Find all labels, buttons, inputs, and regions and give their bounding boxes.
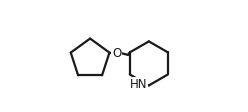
Text: O: O xyxy=(112,47,121,60)
Text: HN: HN xyxy=(130,78,148,91)
